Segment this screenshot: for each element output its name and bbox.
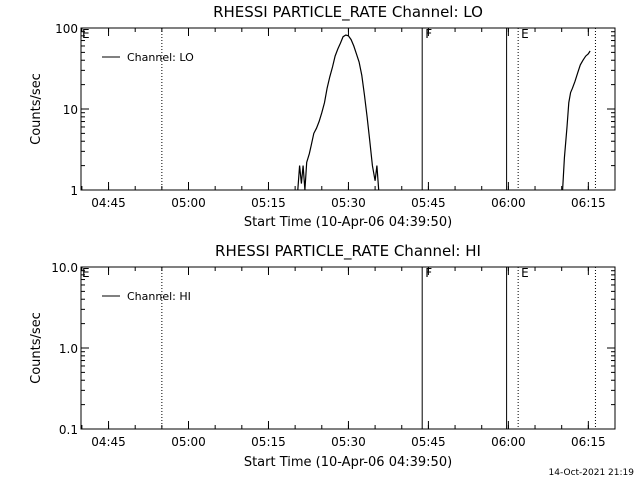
chart-1-title: RHESSI PARTICLE_RATE Channel: LO — [213, 3, 483, 22]
y-tick-label: 10 — [63, 103, 78, 117]
x-tick-label: 05:15 — [251, 196, 286, 210]
y-tick-label: 10.0 — [51, 261, 78, 275]
x-tick-label: 04:45 — [91, 435, 126, 449]
event-flag-E: E — [521, 266, 529, 280]
x-tick-label: 06:15 — [571, 196, 606, 210]
x-tick-label: 05:45 — [411, 196, 446, 210]
y-tick-label: 0.1 — [59, 423, 78, 437]
x-tick-label: 05:15 — [251, 435, 286, 449]
chart-2-xlabel: Start Time (10-Apr-06 04:39:50) — [244, 455, 452, 470]
date-stamp: 14-Oct-2021 21:19 — [548, 468, 634, 478]
x-tick-label: 05:30 — [331, 435, 366, 449]
event-flag-left: E — [82, 27, 90, 41]
event-flag-left: E — [82, 266, 90, 280]
y-tick-label: 1.0 — [59, 342, 78, 356]
y-tick-label: 100 — [55, 22, 78, 36]
chart-2-title: RHESSI PARTICLE_RATE Channel: HI — [215, 242, 481, 261]
series-line-segment — [297, 34, 380, 191]
x-tick-label: 05:00 — [171, 196, 206, 210]
chart-1-xlabel: Start Time (10-Apr-06 04:39:50) — [244, 215, 452, 230]
x-tick-label: 05:45 — [411, 435, 446, 449]
legend-entry: Channel: LO — [127, 51, 194, 64]
x-tick-label: 05:30 — [331, 196, 366, 210]
x-tick-label: 06:15 — [571, 435, 606, 449]
event-flag-F: F — [425, 266, 432, 280]
x-tick-label: 04:45 — [91, 196, 126, 210]
x-tick-label: 06:00 — [491, 435, 526, 449]
chart-2-ylabel: Counts/sec — [29, 312, 44, 384]
event-flag-E: E — [521, 27, 529, 41]
x-tick-label: 05:00 — [171, 435, 206, 449]
chart-1-ylabel: Counts/sec — [29, 73, 44, 145]
legend-entry: Channel: HI — [127, 290, 191, 303]
y-tick-label: 1 — [70, 184, 78, 198]
x-tick-label: 06:00 — [491, 196, 526, 210]
series-line-segment — [562, 50, 591, 191]
event-flag-F: F — [425, 27, 432, 41]
